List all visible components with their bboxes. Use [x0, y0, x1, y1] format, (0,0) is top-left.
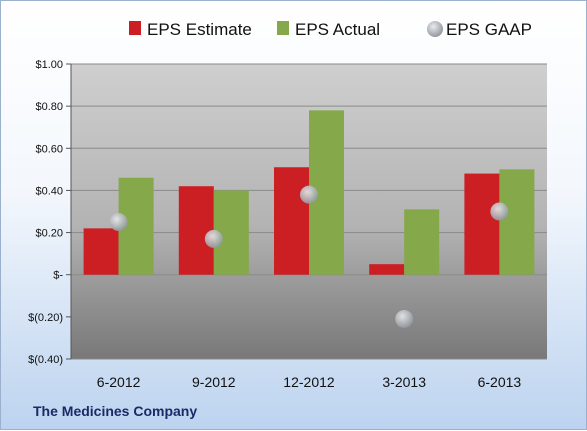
- eps-gaap-marker: [490, 202, 509, 221]
- gaap-markers: [109, 185, 509, 328]
- bars: [83, 110, 535, 275]
- y-axis: $1.00 $0.80 $0.60 $0.40 $0.20 $- $(0.20) $(0.40…: [28, 59, 72, 366]
- x-tick-label: 6-2012: [97, 374, 141, 390]
- eps-actual-bar: [499, 169, 535, 275]
- company-name: The Medicines Company: [33, 403, 198, 419]
- legend: EPS Estimate EPS Actual EPS GAAP: [129, 20, 532, 39]
- eps-estimate-bar: [178, 186, 214, 275]
- legend-label: EPS GAAP: [446, 20, 532, 39]
- x-tick-label: 9-2012: [192, 374, 236, 390]
- y-tick-label: $0.20: [35, 228, 63, 240]
- y-tick-label: $-: [53, 270, 63, 282]
- y-tick-label: $(0.20): [28, 312, 63, 324]
- x-tick-label: 6-2013: [478, 374, 522, 390]
- legend-swatch: [129, 21, 141, 35]
- x-tick-label: 12-2012: [283, 374, 335, 390]
- eps-gaap-marker: [395, 309, 414, 328]
- eps-estimate-bar: [369, 264, 405, 275]
- x-tick-label: 3-2013: [382, 374, 426, 390]
- legend-label: EPS Estimate: [147, 20, 252, 39]
- y-tick-label: $0.40: [35, 185, 63, 197]
- eps-gaap-marker: [109, 213, 128, 232]
- eps-estimate-bar: [83, 228, 119, 275]
- legend-label: EPS Actual: [295, 20, 380, 39]
- eps-actual-bar: [404, 209, 440, 275]
- eps-estimate-bar: [274, 167, 309, 275]
- legend-swatch: [277, 21, 289, 35]
- eps-estimate-bar: [464, 173, 500, 275]
- y-tick-label: $1.00: [35, 59, 63, 71]
- legend-swatch: [427, 21, 443, 37]
- y-tick-label: $0.60: [35, 143, 63, 155]
- y-tick-label: $0.80: [35, 101, 63, 113]
- y-tick-label: $(0.40): [28, 354, 63, 366]
- x-axis: 6-2012 9-2012 12-2012 3-2013 6-2013: [97, 374, 522, 390]
- eps-gaap-marker: [204, 229, 223, 248]
- eps-gaap-marker: [300, 185, 318, 204]
